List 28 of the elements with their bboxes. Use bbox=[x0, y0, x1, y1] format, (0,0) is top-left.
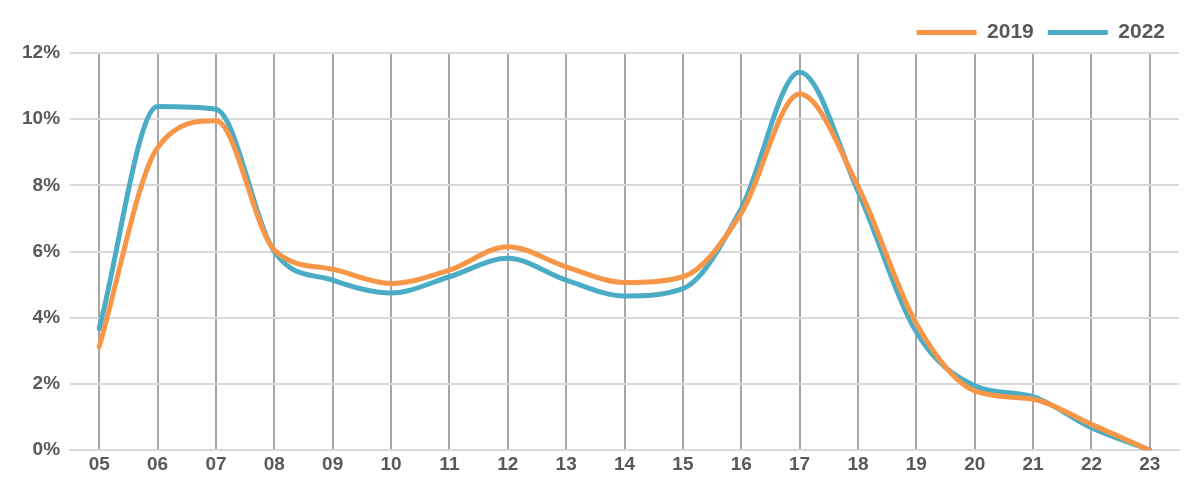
x-tick-label: 07 bbox=[205, 452, 227, 474]
x-tick-label: 17 bbox=[789, 452, 811, 474]
x-tick-label: 14 bbox=[613, 452, 636, 474]
y-tick-label: 12% bbox=[22, 41, 61, 63]
legend-label: 2019 bbox=[987, 19, 1034, 43]
x-tick-label: 15 bbox=[672, 452, 694, 474]
y-tick-label: 6% bbox=[32, 239, 61, 261]
y-tick-label: 0% bbox=[32, 438, 61, 460]
x-tick-label: 13 bbox=[555, 452, 577, 474]
x-tick-label: 10 bbox=[380, 452, 402, 474]
y-tick-label: 10% bbox=[22, 107, 61, 129]
x-tick-label: 19 bbox=[905, 452, 927, 474]
x-tick-label: 06 bbox=[147, 452, 169, 474]
y-tick-label: 4% bbox=[32, 306, 61, 328]
x-tick-label: 11 bbox=[439, 452, 460, 474]
x-tick-label: 21 bbox=[1022, 452, 1045, 474]
x-tick-label: 12 bbox=[497, 452, 519, 474]
x-tick-label: 18 bbox=[847, 452, 869, 474]
y-tick-label: 8% bbox=[32, 173, 61, 195]
x-tick-label: 09 bbox=[322, 452, 344, 474]
x-tick-label: 05 bbox=[88, 452, 111, 474]
x-tick-label: 22 bbox=[1080, 452, 1103, 474]
legend-label: 2022 bbox=[1118, 19, 1165, 43]
x-tick-label: 16 bbox=[730, 452, 752, 474]
x-tick-label: 23 bbox=[1139, 452, 1161, 474]
y-tick-label: 2% bbox=[32, 372, 61, 394]
x-tick-label: 20 bbox=[964, 452, 986, 474]
x-tick-label: 08 bbox=[263, 452, 285, 474]
